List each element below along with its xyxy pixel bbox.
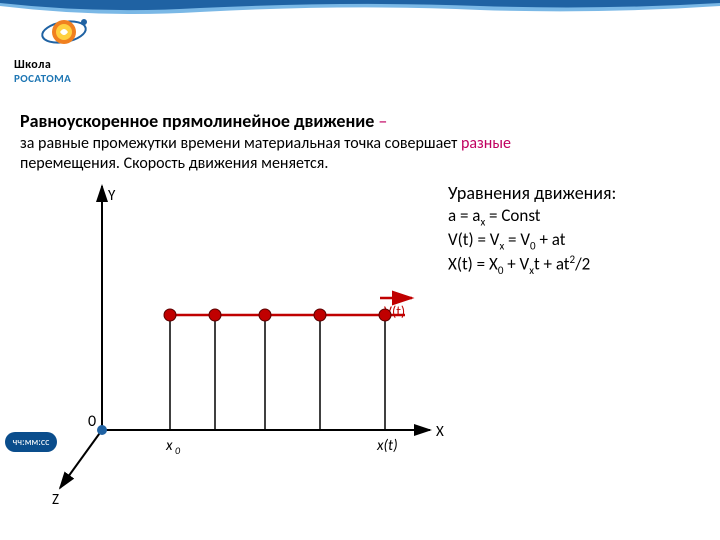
motion-diagram: YXZ0V(t)x0x(t) — [50, 180, 450, 510]
logo-line1: Школа — [14, 58, 114, 72]
logo: Школа РОСАТОМА — [14, 8, 114, 85]
equation-1: a = ax = Const — [448, 205, 616, 229]
title-main: Равноускоренное прямолинейное движение — [20, 110, 374, 132]
desc-p2: перемещения. Скорость движения меняется. — [20, 154, 328, 173]
logo-icon — [40, 8, 88, 56]
description: за равные промежутки времени материальна… — [20, 134, 700, 174]
svg-text:x(t): x(t) — [376, 437, 398, 455]
desc-highlight: разные — [461, 134, 511, 153]
slide: Школа РОСАТОМА Равноускоренное прямолине… — [0, 0, 720, 540]
timestamp-badge: чч:мм:сс — [5, 432, 57, 452]
svg-text:Z: Z — [52, 491, 59, 509]
svg-text:0: 0 — [175, 444, 181, 457]
equations: Уравнения движения: a = ax = Const V(t) … — [448, 182, 616, 278]
logo-line2: РОСАТОМА — [14, 72, 114, 85]
svg-text:x: x — [165, 437, 173, 455]
slide-title: Равноускоренное прямолинейное движение – — [20, 110, 387, 132]
desc-p1a: за равные промежутки времени материальна… — [20, 134, 461, 153]
equation-2: V(t) = Vx = V0 + at — [448, 229, 616, 253]
equations-heading: Уравнения движения: — [448, 182, 616, 205]
svg-text:Y: Y — [108, 187, 116, 205]
svg-text:X: X — [436, 423, 444, 441]
equation-3: X(t) = X0 + Vxt + at2/2 — [448, 253, 616, 278]
svg-text:0: 0 — [88, 412, 96, 431]
title-dash: – — [374, 110, 387, 132]
